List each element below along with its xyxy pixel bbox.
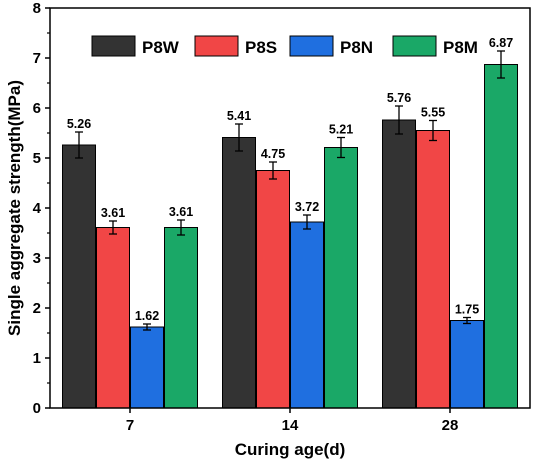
data-label: 1.75 <box>455 303 479 317</box>
x-axis: 7 14 28 <box>126 408 459 434</box>
data-label: 6.87 <box>489 36 513 50</box>
y-tick-label: 6 <box>33 100 41 117</box>
bar <box>450 320 484 409</box>
bar <box>62 144 96 409</box>
y-tick-label: 0 <box>33 400 41 417</box>
data-label: 5.21 <box>329 123 353 137</box>
data-label: 5.55 <box>421 106 445 120</box>
bar <box>130 326 164 409</box>
bar <box>164 227 198 409</box>
x-tick-label: 28 <box>442 417 459 434</box>
data-label: 4.75 <box>261 147 285 161</box>
data-label: 5.76 <box>387 91 411 105</box>
legend-swatch <box>194 35 239 57</box>
y-tick-label: 1 <box>33 350 41 367</box>
legend-label: P8N <box>340 38 373 57</box>
y-axis: 0 1 2 3 4 5 6 7 8 <box>33 0 50 417</box>
data-label: 3.61 <box>169 205 193 219</box>
bar <box>96 227 130 409</box>
bar <box>484 64 518 409</box>
data-label: 5.26 <box>67 117 91 131</box>
legend-swatch <box>392 35 437 57</box>
legend-label: P8W <box>142 38 180 57</box>
bar <box>416 130 450 409</box>
data-label: 5.41 <box>227 109 251 123</box>
data-label: 3.72 <box>295 200 319 214</box>
bar <box>256 170 290 409</box>
y-tick-label: 3 <box>33 250 41 267</box>
y-tick-label: 5 <box>33 150 41 167</box>
data-labels-layer: 5.26 3.61 1.62 3.61 5.41 4.75 3.72 5.21 5.76 5.55… <box>67 36 513 323</box>
bar <box>290 221 324 409</box>
legend-swatch <box>91 35 136 57</box>
bar <box>382 119 416 409</box>
data-label: 1.62 <box>135 309 159 323</box>
bars-layer <box>62 64 518 409</box>
legend: P8W P8S P8N P8M <box>91 35 478 57</box>
x-tick-label: 7 <box>126 417 134 434</box>
legend-label: P8M <box>443 38 478 57</box>
y-tick-label: 7 <box>33 50 41 67</box>
x-axis-title: Curing age(d) <box>235 440 346 459</box>
y-tick-label: 8 <box>33 0 41 17</box>
bar <box>222 137 256 409</box>
legend-swatch <box>289 35 334 57</box>
error-bars-layer <box>75 50 505 331</box>
bar <box>324 147 358 409</box>
data-label: 3.61 <box>101 206 125 220</box>
legend-label: P8S <box>245 38 277 57</box>
y-axis-title: Single aggregate strength(MPa) <box>5 80 24 336</box>
y-tick-label: 4 <box>33 200 42 217</box>
x-tick-label: 14 <box>282 417 299 434</box>
y-tick-label: 2 <box>33 300 41 317</box>
